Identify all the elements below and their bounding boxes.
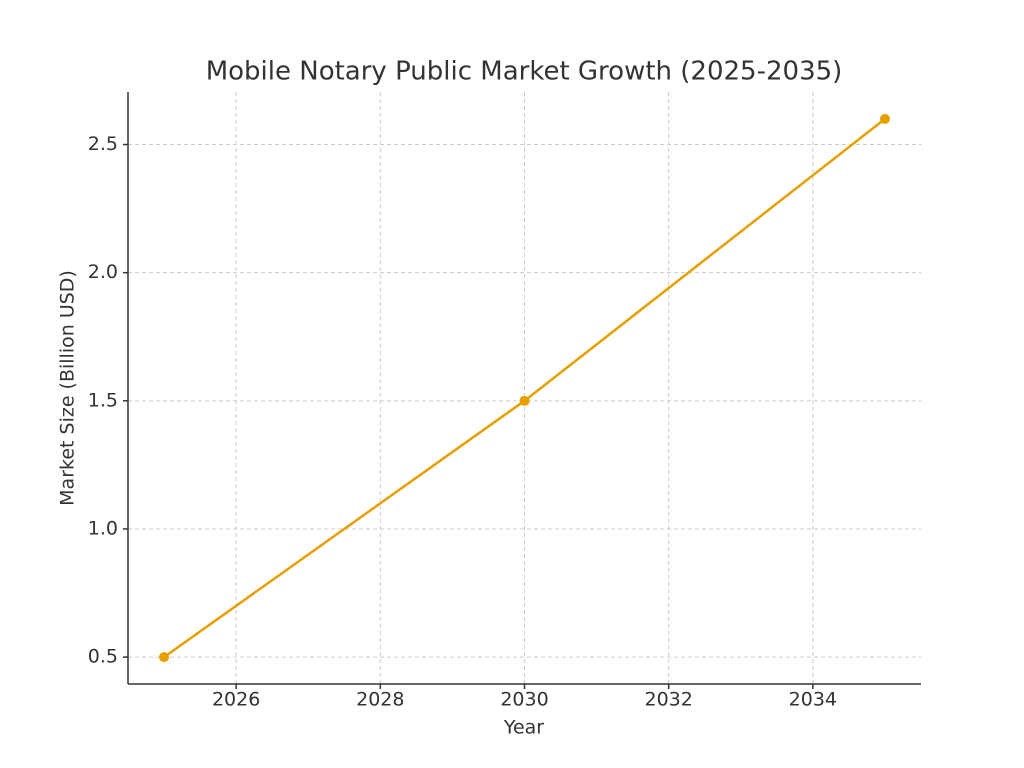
x-axis-label: Year	[503, 717, 544, 739]
y-tick-label: 2.0	[88, 261, 118, 283]
chart-title: Mobile Notary Public Market Growth (2025…	[206, 57, 843, 87]
x-tick-label: 2032	[645, 689, 693, 711]
x-tick-label: 2030	[500, 689, 548, 711]
y-tick-label: 0.5	[88, 646, 118, 668]
y-tick-label: 2.5	[88, 133, 118, 155]
y-tick-label: 1.5	[88, 389, 118, 411]
x-tick-label: 2026	[212, 689, 260, 711]
y-axis-label: Market Size (Billion USD)	[57, 270, 79, 506]
x-tick-label: 2034	[789, 689, 837, 711]
data-point	[159, 652, 170, 663]
data-point	[879, 113, 890, 124]
y-tick-label: 1.0	[88, 517, 118, 539]
data-point	[519, 395, 530, 406]
x-tick-label: 2028	[356, 689, 404, 711]
